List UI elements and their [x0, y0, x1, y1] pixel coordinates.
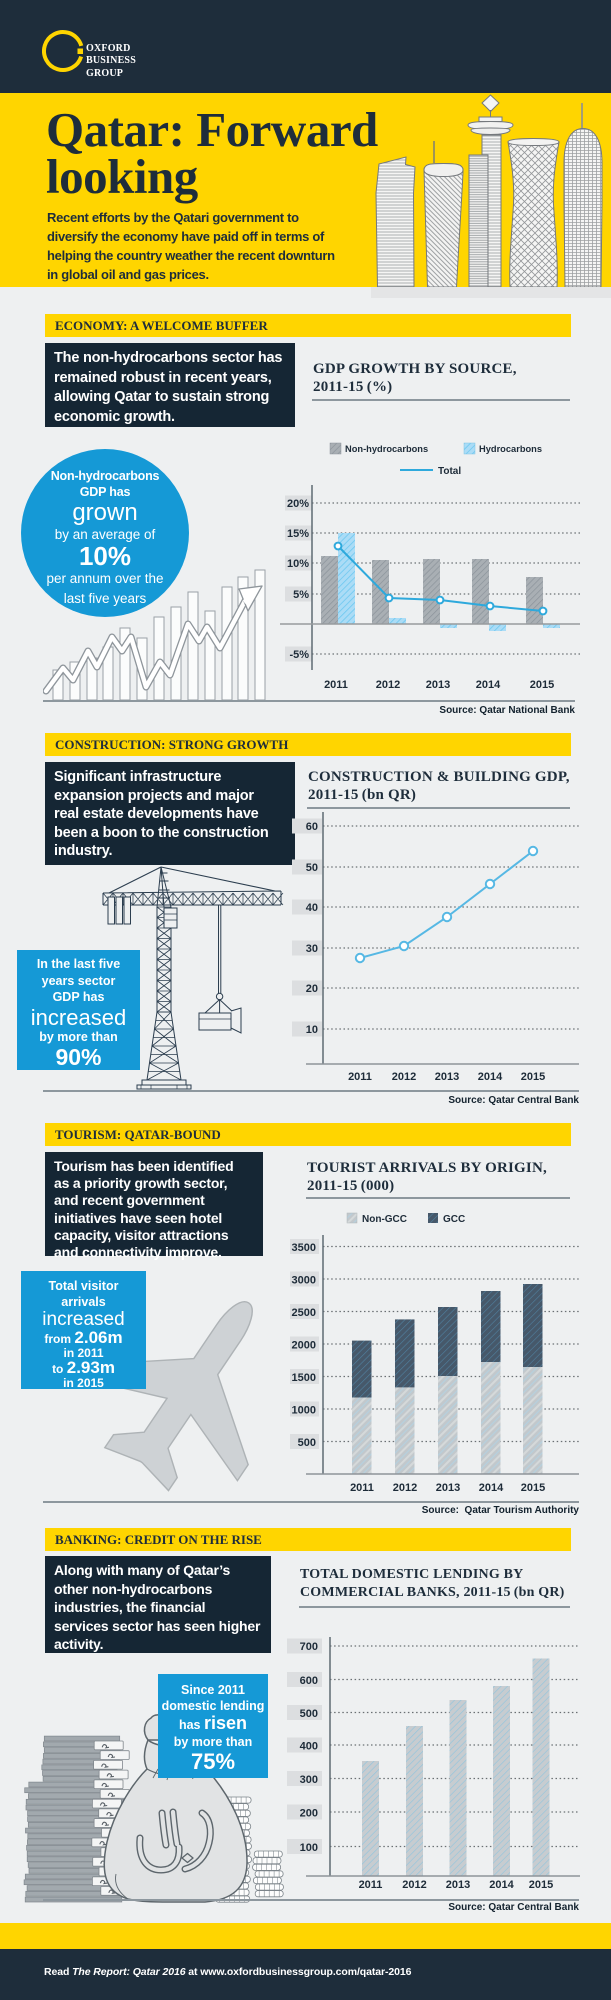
svg-text:2011: 2011 [359, 1879, 383, 1891]
svg-text:50: 50 [306, 862, 318, 874]
svg-text:10%: 10% [287, 558, 309, 570]
svg-text:20: 20 [306, 983, 318, 995]
svg-text:2013: 2013 [426, 679, 450, 691]
svg-text:60: 60 [306, 821, 318, 833]
svg-text:2500: 2500 [292, 1307, 316, 1319]
svg-text:1000: 1000 [292, 1405, 316, 1417]
svg-text:500: 500 [298, 1437, 316, 1449]
svg-text:2014: 2014 [478, 1071, 503, 1083]
svg-text:3000: 3000 [292, 1275, 316, 1287]
svg-text:200: 200 [300, 1808, 318, 1820]
svg-text:2012: 2012 [402, 1879, 426, 1891]
svg-text:2014: 2014 [476, 679, 501, 691]
svg-text:GCC: GCC [443, 1214, 465, 1225]
svg-text:2011: 2011 [324, 679, 348, 691]
svg-text:600: 600 [300, 1675, 318, 1687]
svg-text:2012: 2012 [393, 1482, 417, 1494]
svg-text:2000: 2000 [292, 1340, 316, 1352]
svg-text:10: 10 [306, 1024, 318, 1036]
svg-text:2015: 2015 [521, 1482, 545, 1494]
svg-text:2013: 2013 [435, 1071, 459, 1083]
svg-text:Total: Total [438, 466, 461, 477]
svg-text:2011: 2011 [350, 1482, 374, 1494]
svg-text:2015: 2015 [521, 1071, 545, 1083]
svg-text:2015: 2015 [529, 1879, 553, 1891]
svg-text:100: 100 [300, 1842, 318, 1854]
svg-text:2011: 2011 [348, 1071, 372, 1083]
svg-text:2014: 2014 [479, 1482, 504, 1494]
svg-text:500: 500 [300, 1708, 318, 1720]
svg-text:-5%: -5% [289, 649, 309, 661]
svg-text:1500: 1500 [292, 1372, 316, 1384]
svg-text:2014: 2014 [489, 1879, 514, 1891]
svg-text:2013: 2013 [446, 1879, 470, 1891]
svg-text:15%: 15% [287, 528, 309, 540]
svg-text:2012: 2012 [392, 1071, 416, 1083]
svg-text:2012: 2012 [376, 679, 400, 691]
svg-text:Hydrocarbons: Hydrocarbons [479, 444, 542, 454]
svg-text:5%: 5% [293, 589, 309, 601]
svg-text:Non-GCC: Non-GCC [362, 1214, 407, 1225]
svg-text:30: 30 [306, 943, 318, 955]
svg-text:300: 300 [300, 1774, 318, 1786]
svg-text:40: 40 [306, 902, 318, 914]
svg-text:3500: 3500 [292, 1242, 316, 1254]
svg-text:2015: 2015 [530, 679, 554, 691]
svg-text:2013: 2013 [436, 1482, 460, 1494]
svg-text:Non-hydrocarbons: Non-hydrocarbons [345, 444, 428, 454]
svg-text:700: 700 [300, 1641, 318, 1653]
svg-text:400: 400 [300, 1741, 318, 1753]
svg-text:20%: 20% [287, 498, 309, 510]
